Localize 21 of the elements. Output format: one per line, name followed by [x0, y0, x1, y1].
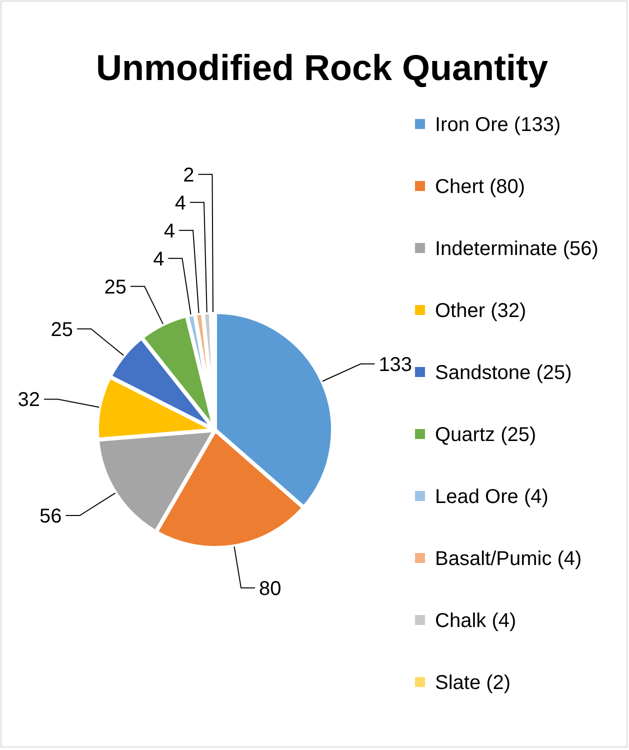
- legend-label: Quartz (25): [435, 424, 536, 446]
- data-label: 133: [378, 354, 412, 376]
- data-label: 32: [18, 389, 40, 412]
- legend-label: Indeterminate (56): [435, 238, 598, 260]
- legend-label: Other (32): [435, 300, 526, 322]
- legend-label: Basalt/Pumic (4): [435, 548, 582, 570]
- legend-label: Chert (80): [435, 176, 526, 198]
- chart-title: Unmodified Rock Quantity: [96, 47, 548, 88]
- data-label: 4: [164, 220, 176, 242]
- data-label: 25: [104, 276, 127, 298]
- legend-label: Lead Ore (4): [435, 486, 548, 508]
- legend-label: Slate (2): [435, 672, 511, 694]
- data-label: 56: [40, 506, 62, 528]
- data-label: 25: [50, 318, 74, 341]
- legend-label: Sandstone (25): [435, 362, 572, 384]
- legend-label: Chalk (4): [435, 610, 516, 632]
- data-label: 4: [153, 248, 164, 270]
- legend-label: Iron Ore (133): [435, 114, 561, 136]
- data-label: 2: [183, 164, 194, 186]
- data-label: 4: [174, 192, 186, 214]
- data-label: 80: [259, 578, 282, 600]
